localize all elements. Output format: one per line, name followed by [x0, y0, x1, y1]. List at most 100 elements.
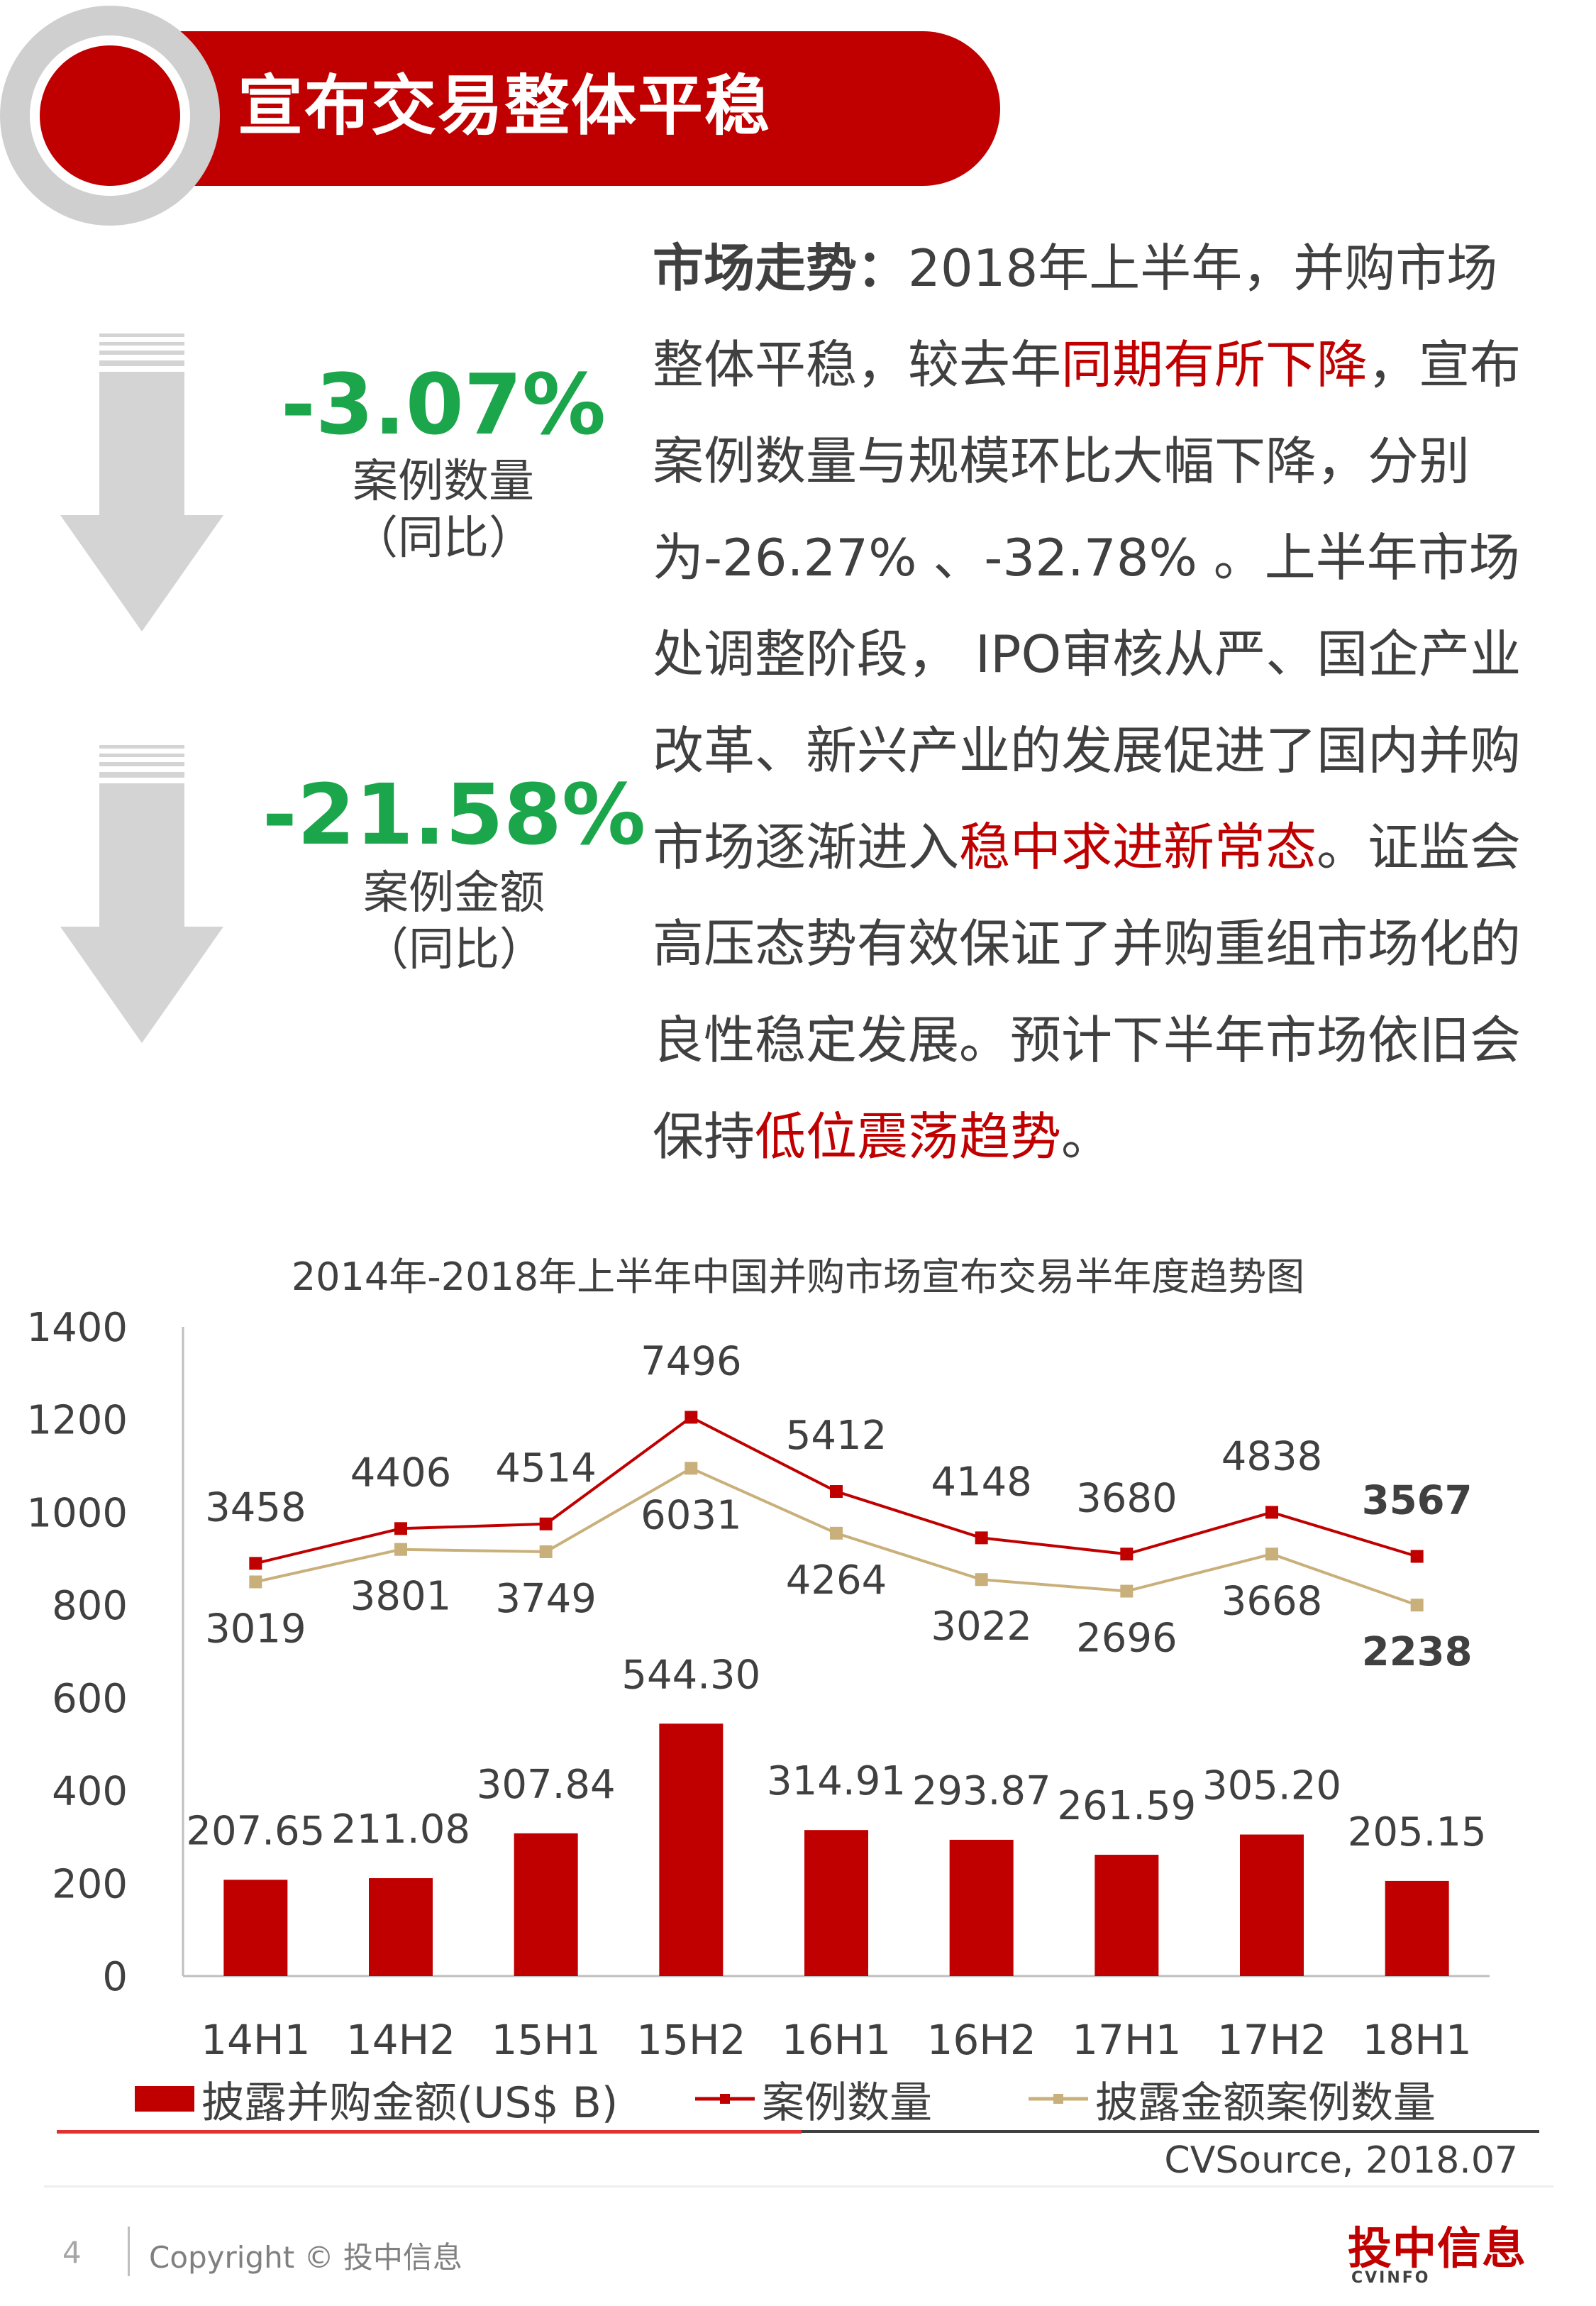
legend-label: 披露金额案例数量: [1095, 2078, 1436, 2128]
x-tick-label: 15H1: [492, 2016, 601, 2064]
count-data-label: 4514: [495, 1445, 597, 1491]
bar: [1385, 1880, 1449, 1976]
stat-amount-yoy-value: -21.58%: [262, 766, 646, 864]
disclosed-marker: [249, 1575, 262, 1589]
count-marker: [975, 1531, 988, 1545]
legend-item-disclosed-count: 披露金额案例数量: [1029, 2072, 1436, 2128]
x-tick-label: 17H1: [1072, 2016, 1181, 2064]
bar: [223, 1880, 288, 1976]
count-data-label: 3567: [1362, 1478, 1473, 1524]
page-number: 4: [62, 2235, 82, 2270]
count-data-label: 5412: [786, 1413, 887, 1459]
legend-label: 案例数量: [762, 2078, 932, 2128]
chart-source: CVSource, 2018.07: [1164, 2139, 1518, 2182]
count-marker: [830, 1485, 843, 1499]
legend-line-swatch-tan: [1029, 2094, 1088, 2104]
disclosed-data-label: 6031: [641, 1492, 742, 1538]
disclosed-data-label: 3019: [205, 1606, 306, 1652]
bar-data-label: 211.08: [331, 1806, 470, 1853]
paragraph-highlight: 同期有所下降: [1061, 335, 1368, 395]
disclosed-data-label: 3022: [931, 1604, 1032, 1650]
bar-data-label: 544.30: [621, 1652, 760, 1698]
disclosed-marker: [539, 1545, 553, 1558]
bar: [369, 1878, 433, 1976]
count-marker: [539, 1517, 553, 1530]
disclosed-marker: [830, 1526, 843, 1540]
brand-logo: 投中信息: [1348, 2222, 1527, 2274]
count-data-label: 4406: [350, 1450, 452, 1496]
disclosed-data-label: 3668: [1221, 1578, 1323, 1624]
count-data-label: 4838: [1221, 1433, 1323, 1479]
x-tick-label: 15H2: [636, 2016, 746, 2064]
bar: [659, 1723, 724, 1976]
chart-title: 2014年-2018年上半年中国并购市场宣布交易半年度趋势图: [291, 1254, 1305, 1299]
count-marker: [685, 1411, 698, 1424]
count-marker: [249, 1557, 262, 1570]
header-disc-decoration: [40, 45, 180, 186]
y-tick-label: 800: [52, 1583, 128, 1629]
x-tick-label: 14H1: [201, 2016, 310, 2064]
divider-red: [57, 2130, 802, 2134]
bar-data-label: 314.91: [767, 1758, 906, 1804]
paragraph-text: 。证监会高压态势有效保证了并购重组市场化的良性稳定发展。预计下半年市场依旧会保持: [653, 817, 1522, 1166]
count-marker: [1120, 1548, 1134, 1561]
bar-data-label: 261.59: [1057, 1783, 1196, 1829]
disclosed-data-label: 2696: [1076, 1616, 1177, 1662]
stat-count-yoy-value: -3.07%: [280, 355, 606, 453]
legend-item-amount: 披露并购金额(US$ B): [135, 2072, 618, 2128]
bar-data-label: 305.20: [1202, 1763, 1341, 1809]
bar: [1240, 1834, 1304, 1976]
paragraph-lead: 市场走势：: [653, 238, 909, 298]
disclosed-marker: [1410, 1599, 1424, 1612]
y-tick-label: 1000: [26, 1490, 128, 1536]
down-arrow-icon: [60, 745, 223, 1043]
chart-area: 0 200 400 600 800 1000 1200 1400 14H1 14H2 15H1 15H…: [26, 1305, 1490, 2064]
x-tick-label: 14H2: [346, 2016, 455, 2064]
disclosed-data-label: 2238: [1362, 1629, 1473, 1675]
x-tick-label: 17H2: [1217, 2016, 1326, 2064]
brand-logo-subtitle: CVINFO: [1351, 2269, 1431, 2287]
bar-data-label: 307.84: [477, 1762, 616, 1808]
bar: [804, 1830, 868, 1976]
y-tick-label: 400: [52, 1769, 128, 1815]
disclosed-marker: [394, 1543, 407, 1556]
paragraph-highlight: 稳中求进新常态: [959, 817, 1317, 877]
y-tick-label: 1400: [26, 1305, 128, 1351]
disclosed-marker: [1265, 1548, 1278, 1561]
stat-count-note: （同比）: [353, 512, 534, 565]
bar: [949, 1839, 1014, 1976]
divider-dark: [802, 2130, 1539, 2133]
page-title: 宣布交易整体平稳: [238, 68, 772, 144]
y-tick-label: 600: [52, 1676, 128, 1722]
count-marker: [1265, 1506, 1278, 1519]
legend-label: 披露并购金额(US$ B): [201, 2078, 619, 2128]
paragraph-text: 2018年上半年，并购市场整体平稳，较去年: [653, 238, 1498, 395]
bar: [1095, 1855, 1159, 1976]
x-tick-label: 16H1: [782, 2016, 891, 2064]
y-tick-label: 200: [52, 1861, 128, 1907]
count-marker: [394, 1522, 407, 1535]
disclosed-marker: [975, 1573, 988, 1587]
x-tick-label: 18H1: [1363, 2016, 1472, 2064]
count-data-label: 3458: [205, 1484, 306, 1530]
count-data-label: 3680: [1076, 1475, 1177, 1521]
legend-bar-swatch: [135, 2086, 194, 2112]
stat-count-label: 案例数量: [353, 456, 534, 508]
legend-item-count: 案例数量: [695, 2072, 932, 2128]
disclosed-data-label: 3749: [495, 1576, 597, 1622]
disclosed-marker: [685, 1462, 698, 1475]
y-tick-label: 0: [102, 1954, 128, 2000]
down-arrow-icon: [60, 333, 223, 631]
disclosed-data-label: 3801: [350, 1574, 452, 1620]
disclosed-marker: [1120, 1584, 1134, 1598]
bar-data-label: 207.65: [186, 1808, 325, 1854]
count-marker: [1410, 1550, 1424, 1563]
disclosed-data-label: 4264: [786, 1557, 887, 1604]
legend-line-swatch-red: [695, 2094, 755, 2104]
market-trend-paragraph: 市场走势：2018年上半年，并购市场整体平稳，较去年同期有所下降，宣布案例数量与…: [653, 220, 1532, 1185]
x-tick-label: 16H2: [927, 2016, 1036, 2064]
count-data-label: 4148: [931, 1459, 1032, 1505]
copyright-text: Copyright © 投中信息: [149, 2240, 462, 2275]
y-tick-label: 1200: [26, 1398, 128, 1444]
bar: [514, 1833, 578, 1976]
